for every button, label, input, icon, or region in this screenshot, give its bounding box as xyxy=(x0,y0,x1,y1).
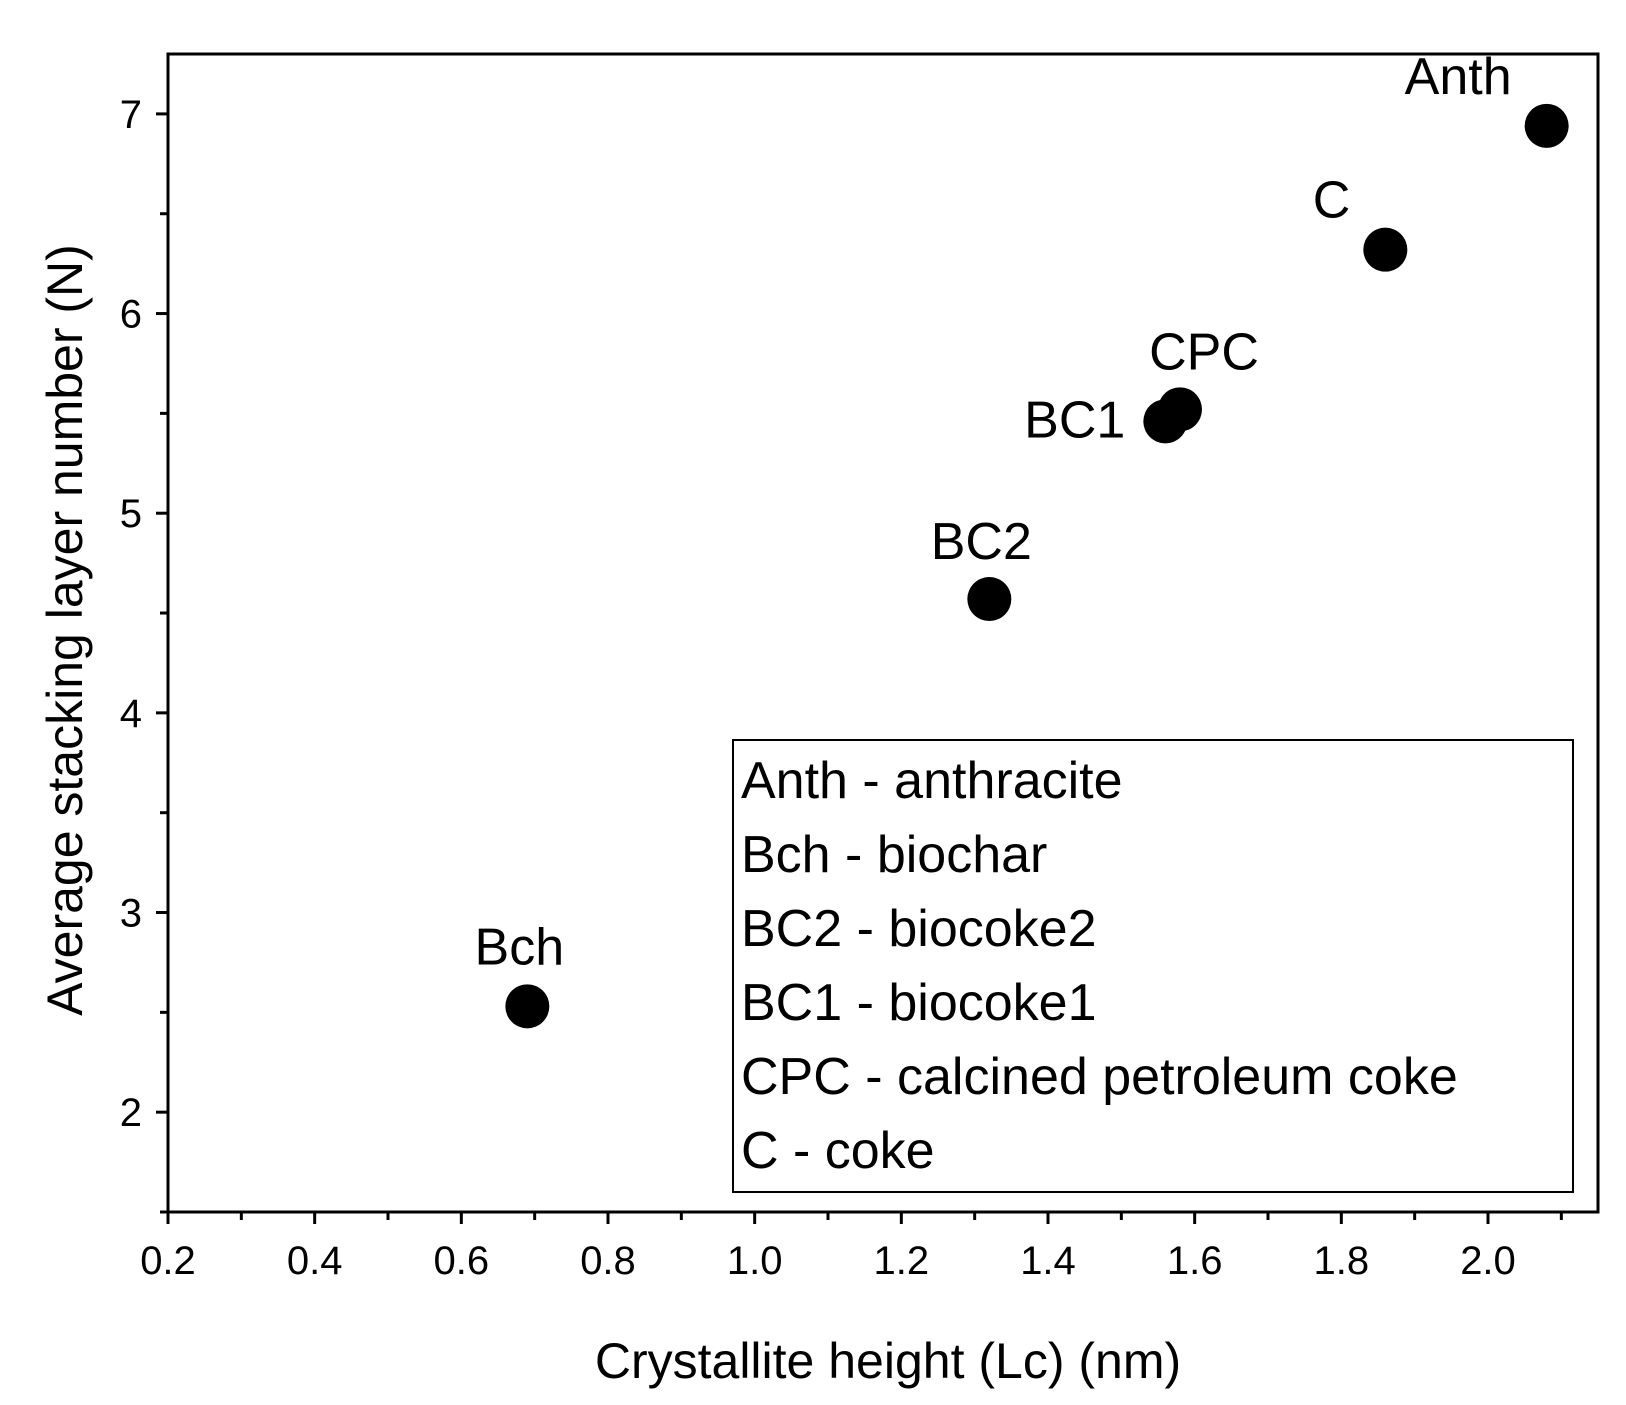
legend-box xyxy=(732,739,1574,1193)
x-tick-label: 1.2 xyxy=(874,1239,930,1283)
y-axis-title: Average stacking layer number (N) xyxy=(37,244,93,1016)
data-point-c xyxy=(1363,227,1408,272)
x-axis-title: Crystallite height (Lc) (nm) xyxy=(595,1333,1181,1389)
y-tick-label: 6 xyxy=(120,293,142,337)
legend-entry: BC1 - biocoke1 xyxy=(741,974,1097,1032)
x-tick-label: 0.8 xyxy=(580,1239,636,1283)
axes-layer: 0.2 0.4 0.6 0.8 1.0 1.2 1.4 1.6 1.8 2.0 2 3 4 5 6 7 xyxy=(120,52,1600,1283)
legend-entry: Bch - biochar xyxy=(741,826,1047,884)
plot-frame xyxy=(166,52,1600,1214)
point-label-bc2: BC2 xyxy=(931,513,1032,571)
data-point-cpc xyxy=(1158,387,1202,432)
legend-entry: BC2 - biocoke2 xyxy=(741,900,1097,958)
y-tick-label: 7 xyxy=(120,93,142,137)
y-tick-label: 2 xyxy=(120,1091,142,1135)
point-label-bc1: BC1 xyxy=(1024,391,1125,449)
legend-entry: C - coke xyxy=(741,1122,935,1180)
y-tick-label: 5 xyxy=(120,492,142,536)
data-point-bch xyxy=(505,984,550,1029)
data-point-bc2 xyxy=(967,577,1012,622)
points-layer xyxy=(505,103,1569,1029)
y-tick-label: 3 xyxy=(120,892,142,936)
x-tick-label: 1.6 xyxy=(1167,1239,1223,1283)
x-tick-label: 1.0 xyxy=(727,1239,783,1283)
x-tick-label: 2.0 xyxy=(1460,1239,1516,1283)
data-point-anth xyxy=(1524,103,1569,148)
x-tick-label: 1.8 xyxy=(1314,1239,1370,1283)
x-tick-label: 0.2 xyxy=(140,1239,196,1283)
legend: Anth - anthracite Bch - biochar BC2 - bioc… xyxy=(732,739,1574,1193)
x-tick-label: 1.4 xyxy=(1020,1239,1076,1283)
y-tick-label: 4 xyxy=(120,692,142,736)
point-label-c: C xyxy=(1313,172,1351,230)
x-tick-label: 0.6 xyxy=(434,1239,490,1283)
point-labels-layer: Bch BC2 BC1 CPC C Anth xyxy=(475,48,1512,976)
point-label-bch: Bch xyxy=(475,918,565,976)
legend-entry: Anth - anthracite xyxy=(741,752,1123,810)
legend-entry: CPC - calcined petroleum coke xyxy=(741,1048,1458,1106)
x-tick-label: 0.4 xyxy=(287,1239,343,1283)
point-label-cpc: CPC xyxy=(1149,323,1259,381)
point-label-anth: Anth xyxy=(1405,48,1512,106)
